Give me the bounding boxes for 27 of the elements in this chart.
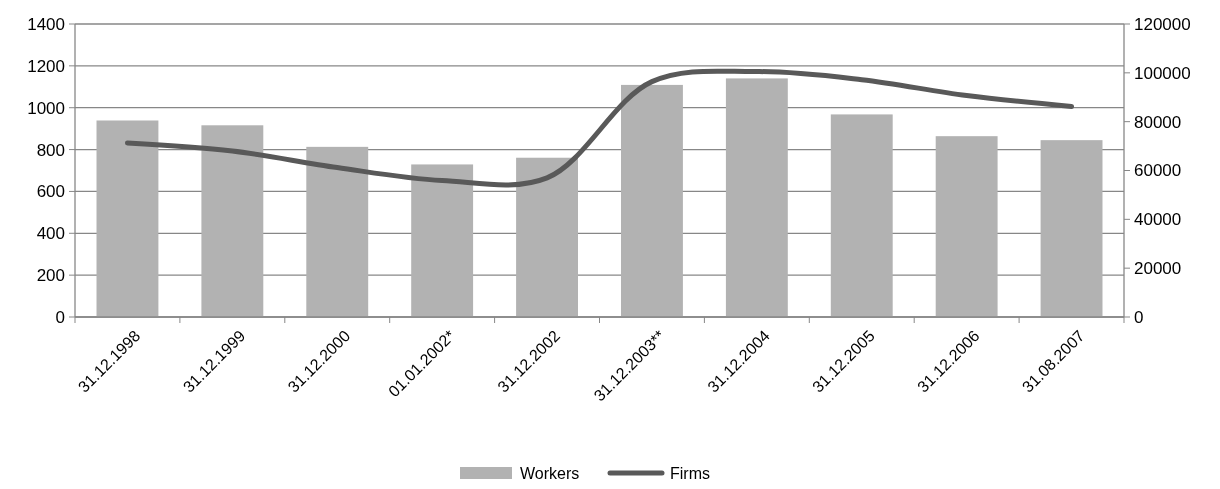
y2-tick-label: 100000 xyxy=(1134,63,1191,83)
bar xyxy=(411,164,474,317)
bar xyxy=(1040,140,1103,317)
y2-tick-label: 0 xyxy=(1134,307,1144,327)
bar xyxy=(830,114,893,317)
bar xyxy=(725,78,788,317)
legend-label: Workers xyxy=(520,464,580,482)
y-tick-label: 1400 xyxy=(27,14,65,34)
y-tick-label: 1000 xyxy=(27,98,65,118)
bar xyxy=(935,136,998,317)
bar xyxy=(516,157,578,317)
y-tick-label: 400 xyxy=(36,224,65,244)
bar xyxy=(201,125,264,317)
bar xyxy=(96,120,159,317)
y2-tick-label: 40000 xyxy=(1134,210,1182,230)
y-tick-label: 1200 xyxy=(27,56,65,76)
y-tick-label: 600 xyxy=(36,182,65,202)
y-tick-label: 800 xyxy=(36,140,65,160)
y-tick-label: 0 xyxy=(55,307,65,327)
y2-tick-label: 80000 xyxy=(1134,112,1182,132)
y2-tick-label: 60000 xyxy=(1134,161,1182,181)
y-tick-label: 200 xyxy=(36,266,65,286)
y2-tick-label: 120000 xyxy=(1134,14,1191,34)
y2-tick-label: 20000 xyxy=(1134,259,1182,279)
legend-label: Firms xyxy=(670,464,710,482)
bar xyxy=(306,146,369,317)
bar xyxy=(621,84,683,317)
